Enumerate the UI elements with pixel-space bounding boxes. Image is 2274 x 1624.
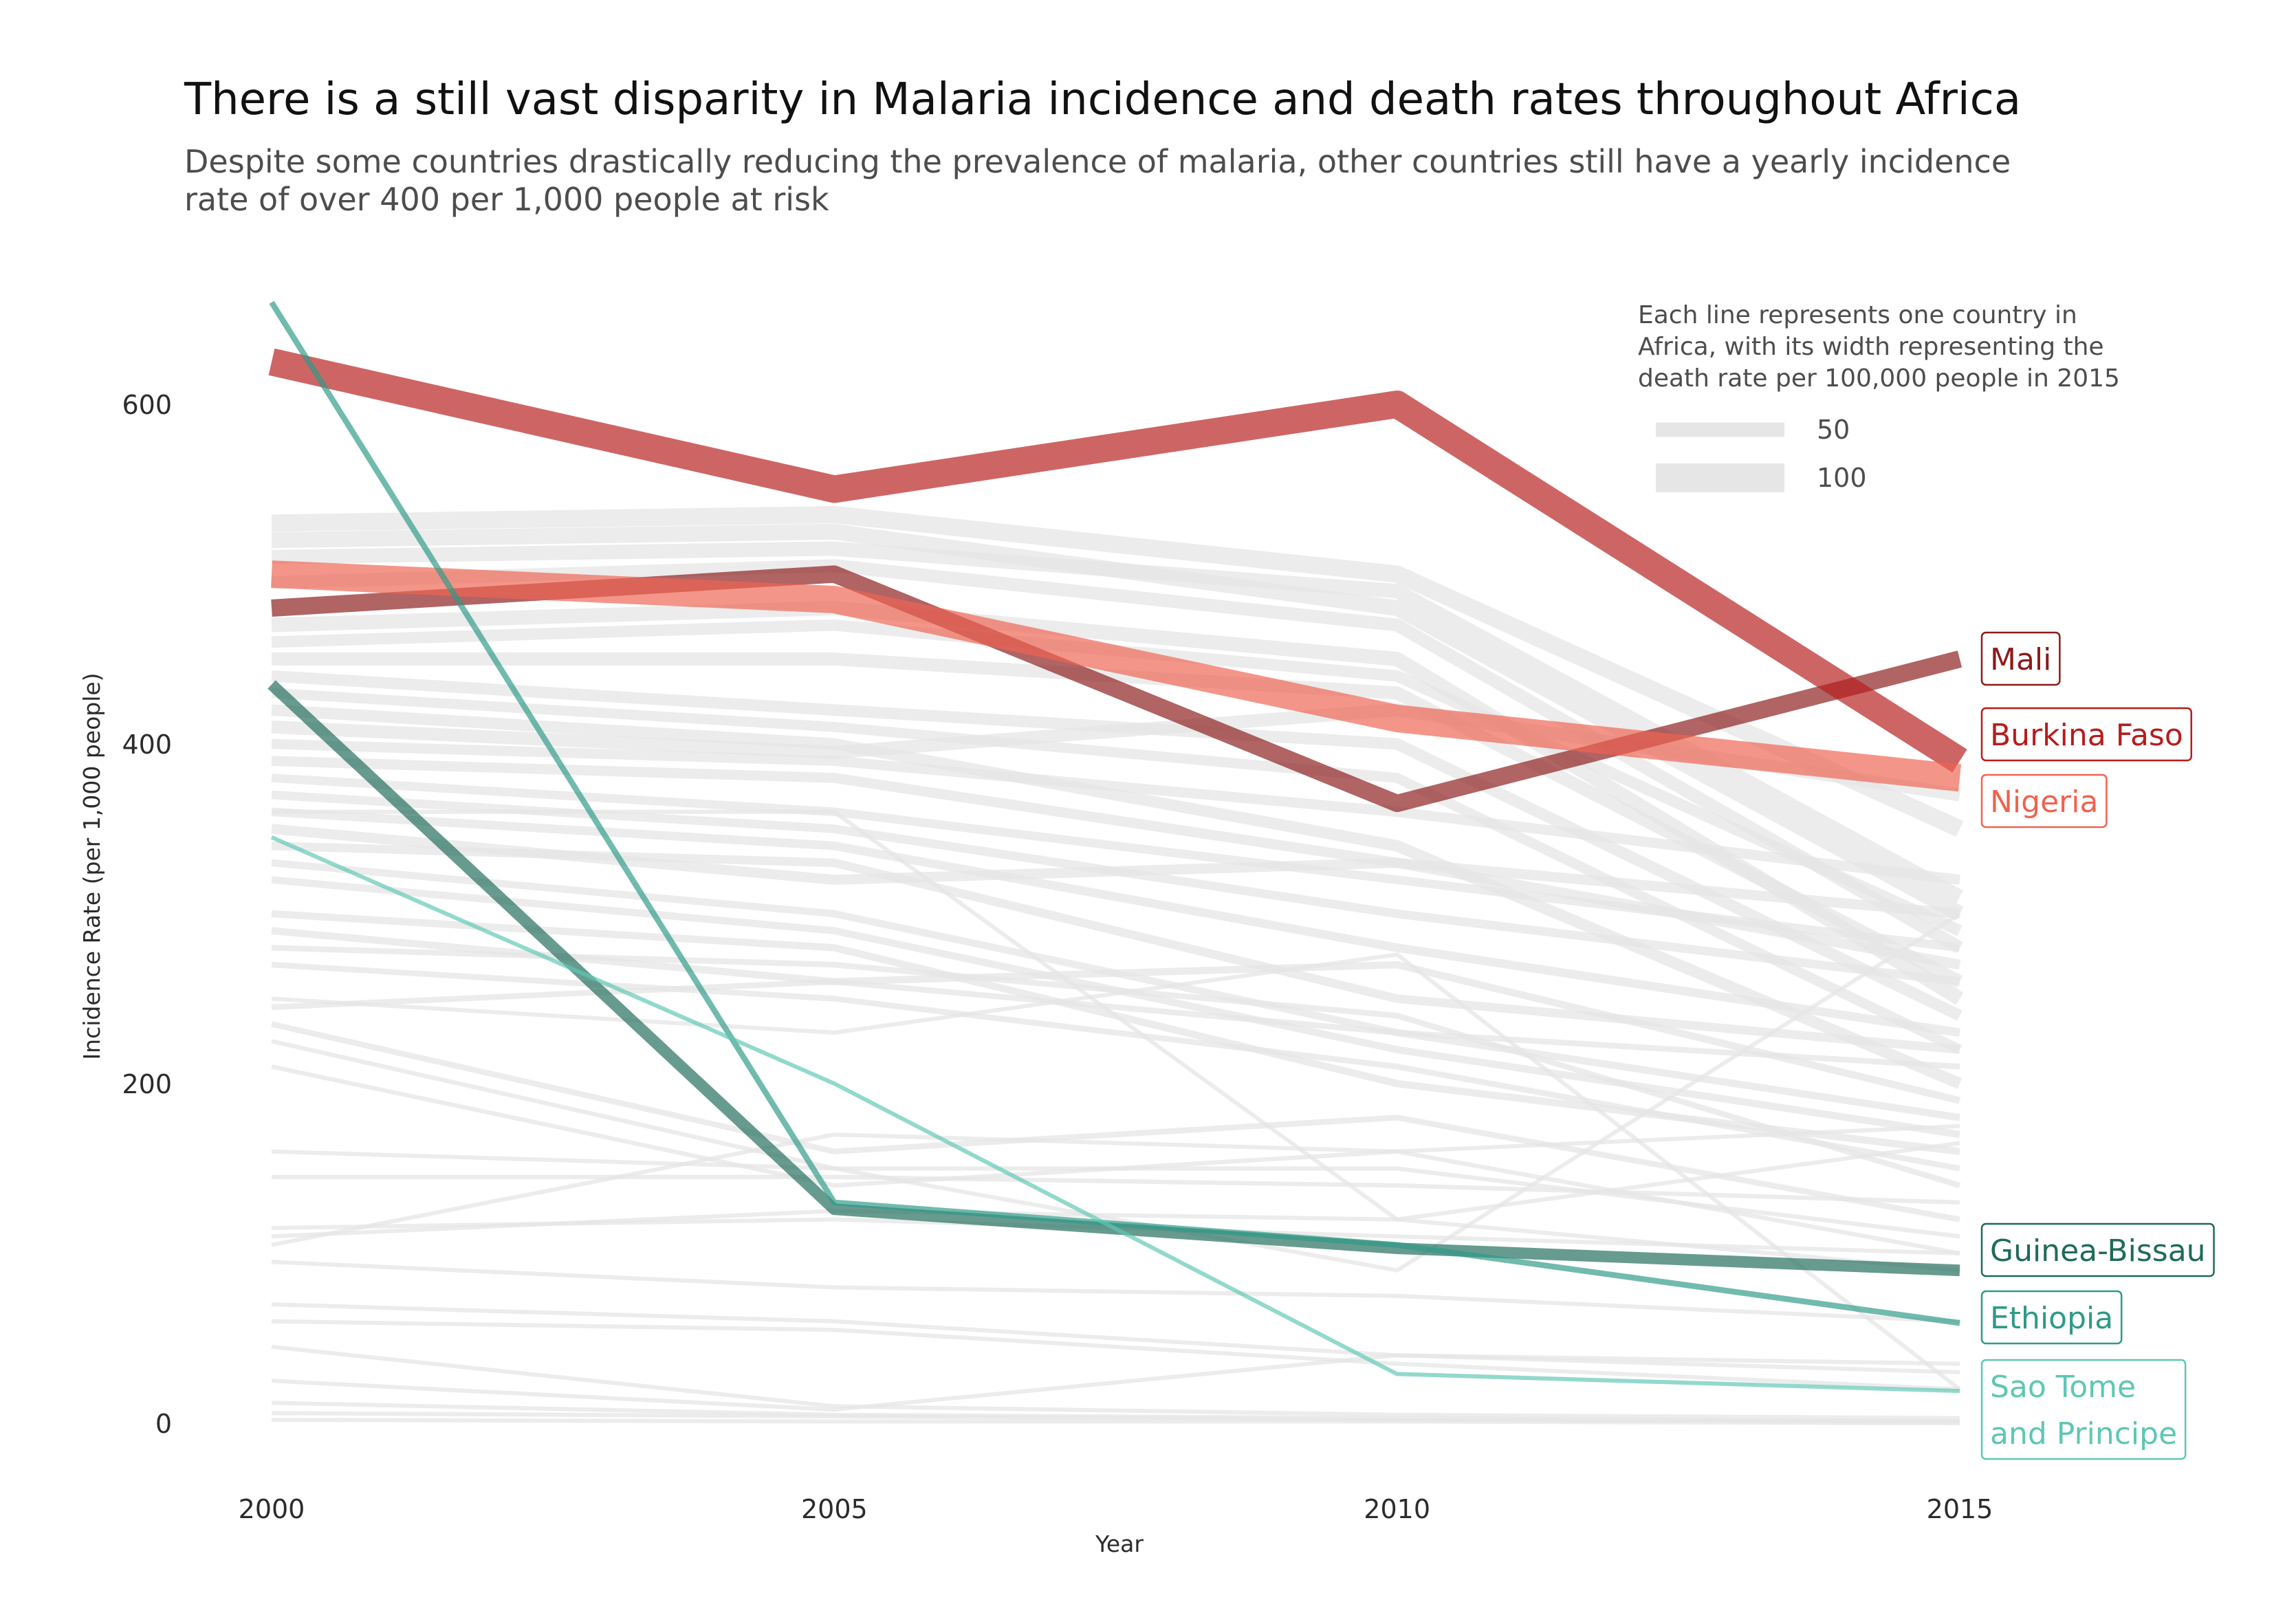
highlight-series-group xyxy=(267,300,1967,1394)
background-series-line xyxy=(271,756,1960,919)
legend-label: 100 xyxy=(1817,463,1867,493)
y-tick-label: 0 xyxy=(155,1409,172,1439)
background-series-group xyxy=(271,505,1964,1425)
x-axis-ticks: 2000 2005 2010 2015 xyxy=(239,1494,1993,1524)
legend-title: Africa, with its width representing the xyxy=(1638,333,2104,361)
y-axis-ticks: 0 200 400 600 xyxy=(122,390,172,1439)
x-tick-label: 2015 xyxy=(1927,1494,1993,1524)
series-label-nigeria: Nigeria xyxy=(1980,773,2108,829)
legend-title: Each line represents one country in xyxy=(1638,301,2077,329)
background-series-line xyxy=(271,945,1961,1189)
background-series-line xyxy=(271,505,1964,837)
series-line-sao-tome-and-principe xyxy=(270,835,1960,1394)
series-label-guinea-bissau: Guinea-Bissau xyxy=(1980,1222,2215,1277)
series-label-text: Burkina Faso xyxy=(1990,718,2183,753)
series-label-box xyxy=(1980,1290,2123,1345)
series-label-box xyxy=(1980,631,2061,686)
background-series-line xyxy=(271,912,1961,1273)
x-tick-label: 2005 xyxy=(801,1494,868,1524)
background-series-line xyxy=(271,807,1960,1038)
legend-label: 50 xyxy=(1817,415,1850,445)
series-line-nigeria xyxy=(271,560,1962,792)
series-label-text: Guinea-Bissau xyxy=(1990,1233,2206,1269)
y-axis-label: Incidence Rate (per 1,000 people) xyxy=(78,672,105,1060)
series-label-text: Sao Tome xyxy=(1990,1370,2136,1405)
background-series-line xyxy=(271,1418,1960,1425)
background-series-line xyxy=(272,809,1960,1273)
series-label-box xyxy=(1980,707,2193,762)
chart-subtitle: Despite some countries drastically reduc… xyxy=(184,143,2011,218)
background-series-line xyxy=(272,1174,1960,1205)
series-label-text: and Principe xyxy=(1990,1416,2177,1451)
background-series-line xyxy=(271,1353,1960,1412)
series-label-ethiopia: Ethiopia xyxy=(1980,1290,2123,1345)
background-series-line xyxy=(272,652,1963,988)
x-tick-label: 2010 xyxy=(1364,1494,1430,1524)
background-series-line xyxy=(271,1123,1960,1247)
background-series-line xyxy=(271,704,1963,1089)
series-label-sao-tome-and-principe: Sao Tome and Principe xyxy=(1980,1359,2187,1460)
series-line-burkina-faso xyxy=(268,348,1967,773)
series-label-box xyxy=(1980,773,2108,829)
x-tick-label: 2000 xyxy=(239,1494,305,1524)
series-label-box xyxy=(1980,1222,2215,1277)
background-series-line xyxy=(271,1319,1960,1392)
background-series-line xyxy=(271,952,1961,1391)
series-label-text: Nigeria xyxy=(1990,784,2098,820)
chart-title: There is a still vast disparity in Malar… xyxy=(184,74,2022,125)
y-tick-label: 600 xyxy=(122,390,172,420)
series-label-text: Mali xyxy=(1990,642,2051,677)
background-series-line xyxy=(271,841,1960,1054)
background-series-line xyxy=(271,1302,1960,1374)
background-series-line xyxy=(271,1141,1960,1239)
background-series-line xyxy=(271,1344,1960,1420)
background-series-line xyxy=(271,1064,1960,1256)
series-label-burkina-faso: Burkina Faso xyxy=(1980,707,2193,762)
background-series-line xyxy=(271,1260,1960,1324)
x-axis-label: Year xyxy=(1095,1530,1144,1557)
legend: Each line represents one country in Afric… xyxy=(1638,301,2120,493)
y-tick-label: 200 xyxy=(122,1069,172,1099)
series-label-group: Mali Burkina Faso Nigeria Guinea-Bissau Ethi… xyxy=(1980,631,2215,1460)
series-label-mali: Mali xyxy=(1980,631,2061,686)
background-series-line xyxy=(271,600,1964,1005)
y-tick-label: 400 xyxy=(122,729,172,760)
series-label-text: Ethiopia xyxy=(1990,1301,2113,1336)
series-line-ethiopia xyxy=(269,300,1960,1326)
background-series-line xyxy=(271,1021,1960,1222)
series-label-box xyxy=(1980,1359,2187,1460)
background-series-line xyxy=(271,961,1960,1172)
legend-title: death rate per 100,000 people in 2015 xyxy=(1638,364,2120,393)
background-series-line xyxy=(271,978,1960,1070)
